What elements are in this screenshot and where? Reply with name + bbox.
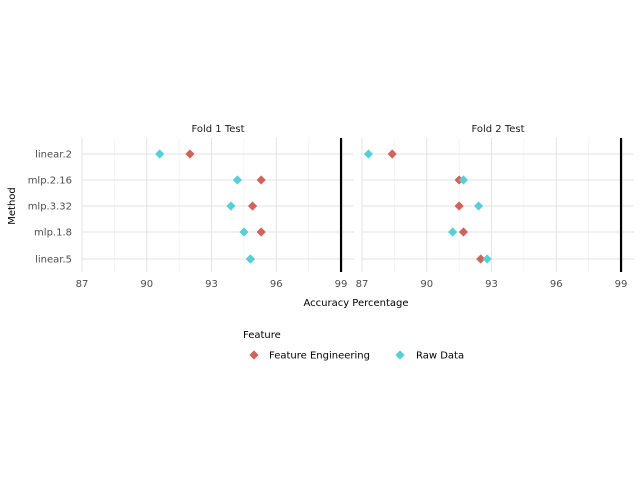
x-tick-label: 87: [76, 279, 89, 290]
x-tick-label: 99: [615, 279, 628, 290]
point-feature-engineering: [256, 227, 266, 237]
panels-layer: Fold 1 Test 87 90 93 96 99 Fold 2 Test 87 90 93 96…: [28, 124, 634, 290]
point-raw-data: [473, 201, 484, 211]
x-tick-label: 96: [550, 279, 563, 290]
panel-1: Fold 1 Test 87 90 93 96 99: [76, 124, 354, 290]
point-raw-data: [482, 254, 492, 264]
legend: Feature Feature Engineering Raw Data: [243, 330, 464, 362]
point-feature-engineering: [247, 201, 258, 211]
panel-title: Fold 2 Test: [471, 124, 524, 135]
point-raw-data: [458, 175, 469, 185]
y-tick-label: mlp.1.8: [34, 228, 72, 239]
point-raw-data: [363, 149, 374, 159]
legend-key: [249, 350, 259, 360]
point-feature-engineering: [185, 149, 195, 159]
x-axis-title: Accuracy Percentage: [303, 298, 408, 309]
x-tick-label: 96: [270, 279, 283, 290]
point-feature-engineering: [458, 227, 469, 237]
legend-key: [395, 350, 405, 360]
panel-2: Fold 2 Test 87 90 93 96 99: [356, 124, 634, 290]
x-tick-label: 90: [140, 279, 153, 290]
x-tick-label: 93: [205, 279, 218, 290]
point-feature-engineering: [387, 149, 397, 159]
y-tick-label: linear.2: [35, 150, 72, 161]
y-axis-title: Method: [7, 187, 18, 225]
point-feature-engineering: [476, 254, 486, 264]
legend-label: Raw Data: [416, 351, 464, 362]
point-feature-engineering: [454, 201, 464, 211]
y-tick-label: mlp.3.32: [28, 202, 72, 213]
legend-title: Feature: [243, 330, 281, 341]
point-raw-data: [232, 175, 243, 185]
x-tick-label: 90: [420, 279, 433, 290]
legend-label: Feature Engineering: [269, 351, 370, 362]
x-tick-label: 99: [335, 279, 348, 290]
y-tick-label: linear.5: [35, 255, 72, 266]
y-tick-label: mlp.2.16: [28, 176, 72, 187]
panel-title: Fold 1 Test: [191, 124, 244, 135]
point-raw-data: [155, 149, 165, 159]
x-tick-label: 87: [356, 279, 369, 290]
legend-items: Feature Engineering Raw Data: [249, 350, 464, 362]
point-raw-data: [226, 201, 236, 211]
point-raw-data: [239, 227, 249, 237]
point-raw-data: [245, 254, 255, 264]
point-raw-data: [448, 227, 458, 237]
x-tick-label: 93: [485, 279, 498, 290]
point-feature-engineering: [256, 175, 266, 185]
